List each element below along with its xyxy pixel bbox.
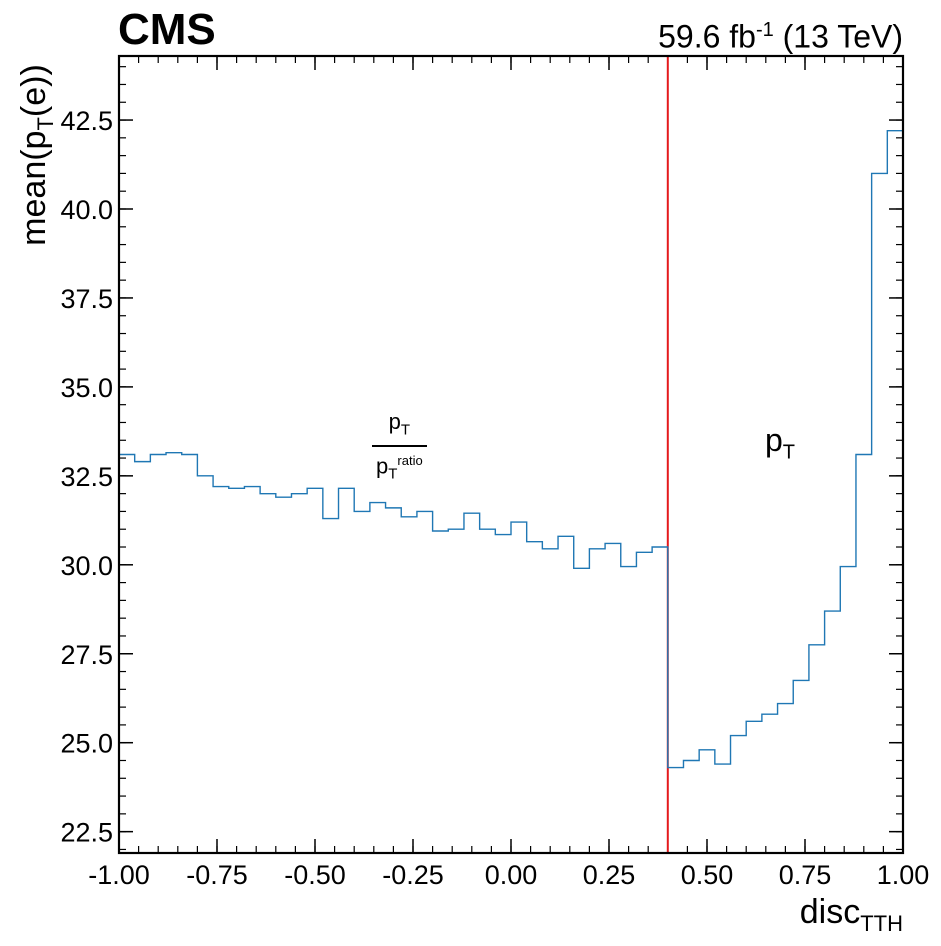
x-tick-label: 0.75 [779, 860, 832, 890]
luminosity-label: 59.6 fb-1 (13 TeV) [658, 8, 903, 59]
num-main: p [388, 409, 401, 434]
x-axis-label: discTTH [800, 890, 903, 946]
lumi-energy: (13 TeV) [773, 18, 903, 55]
y-tick-label: 42.5 [60, 106, 113, 136]
plot-frame [117, 54, 905, 855]
x-axis-label-main: disc [799, 893, 861, 931]
y-tick-label: 40.0 [60, 195, 113, 225]
y-tick-label: 32.5 [60, 462, 113, 492]
axis-ticks [118, 56, 904, 853]
den-sub: T [388, 466, 398, 484]
x-tick-label: -0.50 [284, 860, 346, 890]
histogram-step-line [119, 130, 903, 769]
fraction-bar [372, 445, 427, 448]
lumi-value: 59.6 fb [658, 18, 756, 55]
y-tick-label: 22.5 [60, 818, 113, 848]
y-tick-label: 25.0 [60, 729, 113, 759]
pt-main: p [765, 422, 783, 458]
den-sup: ratio [397, 453, 423, 469]
y-tick-label: 30.0 [60, 551, 113, 581]
x-tick-label: -0.25 [382, 860, 444, 890]
ratio-annotation: pT pTratio [372, 410, 427, 487]
lumi-exponent: -1 [755, 19, 774, 41]
y-axis-label-tail: (e)) [15, 64, 54, 118]
x-tick-label: 0.00 [485, 860, 538, 890]
y-axis-label-sub: T [32, 117, 58, 131]
axis-tick-labels: -1.00 -0.75 -0.50 -0.25 0.00 0.25 0.50 0.75 1.00… [60, 106, 929, 890]
x-tick-label: -1.00 [88, 860, 150, 890]
x-tick-label: 0.50 [681, 860, 734, 890]
den-main: p [376, 453, 389, 479]
x-tick-label: 1.00 [877, 860, 930, 890]
y-axis-label-main: mean(p [15, 130, 54, 246]
ratio-annotation-denominator: pTratio [372, 449, 427, 487]
x-tick-label: -0.75 [186, 860, 248, 890]
y-axis-label: mean(pT(e)) [14, 64, 66, 246]
pt-annotation: pT [765, 420, 795, 472]
pt-sub: T [782, 441, 796, 464]
y-tick-label: 35.0 [60, 373, 113, 403]
x-tick-label: 0.25 [583, 860, 636, 890]
x-axis-label-sub: TTH [860, 910, 903, 936]
y-tick-label: 27.5 [60, 640, 113, 670]
ratio-annotation-numerator: pT [372, 410, 427, 442]
num-sub: T [400, 421, 411, 439]
y-tick-label: 37.5 [60, 284, 113, 314]
experiment-label: CMS [118, 5, 216, 54]
